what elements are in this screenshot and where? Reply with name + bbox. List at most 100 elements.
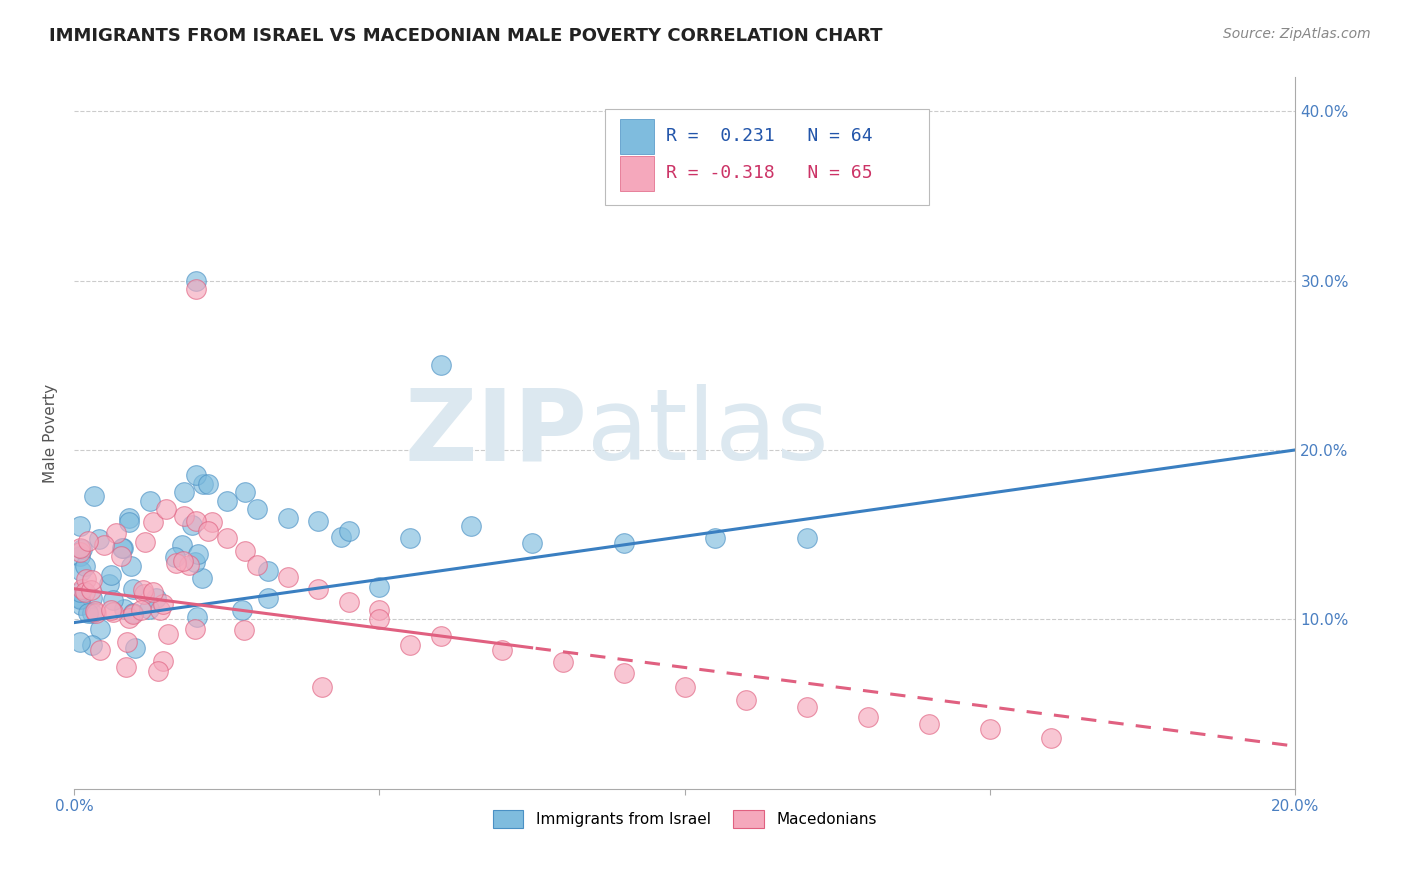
Point (93, 539, 115, 553)
Point (138, 602, 160, 616)
Point (82, 638, 104, 652)
Point (122, 582, 145, 596)
Point (827, 155, 849, 169)
Point (97, 576, 120, 591)
Point (69, 591, 91, 606)
Point (233, 544, 256, 558)
Point (155, 502, 177, 516)
Text: IMMIGRANTS FROM ISRAEL VS MACEDONIAN MALE POVERTY CORRELATION CHART: IMMIGRANTS FROM ISRAEL VS MACEDONIAN MAL… (49, 27, 883, 45)
Point (69, 584, 91, 599)
Point (163, 550, 186, 565)
Point (157, 626, 180, 640)
Point (70, 598, 93, 612)
Point (173, 509, 195, 524)
Point (186, 609, 208, 624)
Point (215, 493, 238, 508)
Point (76, 606, 98, 620)
Point (233, 485, 256, 500)
Point (89, 643, 111, 657)
Point (69, 519, 91, 533)
Point (89, 622, 111, 636)
FancyBboxPatch shape (620, 120, 654, 153)
Point (177, 558, 200, 573)
Point (142, 585, 165, 599)
Point (100, 568, 122, 582)
Point (1040, 731, 1063, 745)
Point (399, 638, 422, 652)
Point (89, 532, 111, 546)
Point (186, 274, 208, 288)
Point (256, 591, 278, 606)
Point (231, 602, 253, 616)
Point (149, 603, 172, 617)
Point (110, 541, 132, 556)
Point (307, 514, 329, 528)
Point (170, 538, 193, 552)
Point (172, 554, 194, 568)
Point (734, 693, 756, 707)
Point (69, 635, 91, 649)
Point (69, 549, 91, 563)
Point (80, 591, 103, 605)
Point (186, 282, 208, 296)
Point (100, 603, 122, 617)
Point (307, 582, 329, 596)
Text: Source: ZipAtlas.com: Source: ZipAtlas.com (1223, 27, 1371, 41)
Point (118, 611, 141, 625)
Point (368, 580, 391, 594)
Point (918, 717, 941, 731)
Point (311, 680, 333, 694)
Point (233, 623, 256, 637)
Point (112, 602, 135, 616)
Point (112, 541, 135, 555)
Point (520, 536, 543, 550)
Point (215, 531, 238, 545)
Point (856, 710, 879, 724)
Point (337, 524, 360, 538)
Point (246, 558, 269, 572)
Point (277, 570, 299, 584)
Legend: Immigrants from Israel, Macedonians: Immigrants from Israel, Macedonians (486, 805, 883, 834)
Point (979, 723, 1001, 737)
Point (704, 531, 727, 545)
Point (131, 603, 153, 617)
Point (368, 602, 391, 616)
Point (197, 524, 219, 538)
Point (132, 587, 155, 601)
Point (132, 582, 155, 597)
Point (142, 515, 165, 529)
Point (84, 606, 107, 620)
Point (673, 680, 696, 694)
Point (101, 592, 124, 607)
Point (72, 582, 94, 597)
Point (399, 531, 422, 545)
Point (110, 549, 132, 563)
Point (186, 514, 208, 528)
Point (613, 666, 636, 681)
Text: atlas: atlas (588, 384, 828, 482)
Point (191, 476, 214, 491)
Point (187, 547, 209, 561)
Point (368, 612, 391, 626)
Point (75, 559, 97, 574)
Point (246, 502, 269, 516)
Point (184, 555, 207, 569)
Point (796, 531, 818, 545)
Point (201, 515, 224, 529)
Point (197, 476, 219, 491)
Point (139, 493, 162, 508)
Point (145, 591, 167, 606)
Point (79, 582, 101, 597)
Point (75, 572, 97, 586)
Point (84, 604, 107, 618)
Point (80, 573, 103, 587)
Point (330, 531, 353, 545)
Point (69, 541, 91, 556)
Point (183, 622, 205, 636)
Point (117, 515, 139, 529)
Point (70, 542, 93, 557)
Point (460, 519, 482, 533)
Point (117, 510, 139, 524)
Point (146, 665, 169, 679)
Point (103, 605, 125, 619)
